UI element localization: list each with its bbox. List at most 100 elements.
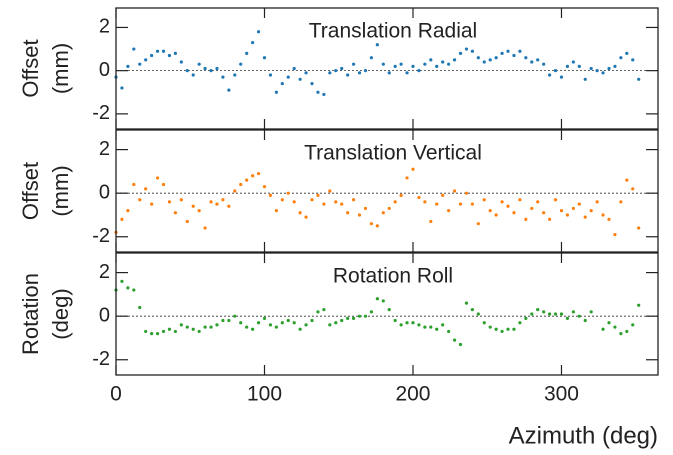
point	[464, 301, 469, 305]
point	[393, 64, 397, 68]
point	[203, 66, 207, 71]
point	[167, 200, 172, 204]
plot-frame	[115, 7, 659, 130]
point	[346, 73, 350, 77]
point	[363, 314, 368, 318]
point	[512, 211, 516, 215]
panel-title: Rotation Roll	[333, 265, 453, 288]
point	[435, 327, 439, 331]
point	[476, 312, 480, 316]
point	[405, 71, 409, 75]
point	[262, 56, 267, 60]
y-axis-label: Rotation	[18, 273, 43, 355]
point	[494, 213, 498, 217]
point	[334, 321, 338, 325]
point	[215, 323, 219, 327]
point	[316, 193, 320, 197]
point	[393, 200, 397, 204]
point	[126, 286, 130, 290]
point	[452, 189, 457, 193]
point	[251, 327, 255, 331]
point	[565, 316, 570, 320]
point	[262, 185, 267, 189]
point	[233, 189, 237, 193]
point	[310, 318, 314, 323]
point	[536, 200, 540, 204]
point	[316, 90, 320, 94]
y-tick-label: -2	[92, 102, 110, 124]
point	[429, 58, 433, 62]
point	[530, 206, 534, 211]
point	[161, 182, 166, 187]
point	[631, 187, 635, 191]
point	[399, 62, 403, 66]
point	[482, 60, 486, 64]
point	[429, 219, 433, 224]
plot-frame	[115, 129, 659, 253]
point	[369, 222, 374, 226]
point	[233, 73, 237, 77]
point	[589, 310, 593, 314]
point	[375, 224, 379, 228]
point	[518, 198, 522, 202]
point	[607, 66, 611, 71]
point	[138, 305, 142, 310]
point	[441, 323, 445, 327]
point	[203, 325, 207, 329]
point	[334, 200, 338, 204]
point	[583, 77, 587, 81]
x-axis-label: Azimuth (deg)	[509, 422, 658, 449]
point	[310, 198, 314, 202]
point	[524, 56, 528, 60]
point	[488, 325, 492, 329]
point	[447, 209, 451, 213]
point	[161, 49, 166, 53]
point	[530, 312, 534, 316]
point	[357, 314, 362, 318]
point	[209, 69, 213, 73]
point	[619, 56, 623, 60]
point	[346, 316, 350, 320]
point	[524, 217, 528, 221]
point	[191, 73, 195, 77]
point	[292, 321, 296, 325]
point	[173, 51, 177, 55]
point	[512, 53, 516, 58]
point	[595, 200, 599, 204]
point	[553, 312, 558, 316]
point	[298, 211, 302, 215]
point	[607, 321, 611, 325]
point	[447, 62, 451, 66]
point	[524, 316, 528, 320]
point	[328, 189, 332, 193]
point	[518, 321, 522, 325]
point	[179, 198, 183, 202]
point	[488, 58, 492, 62]
point	[607, 217, 611, 221]
point	[268, 73, 273, 77]
point	[363, 69, 368, 73]
point	[256, 30, 261, 34]
point	[155, 49, 160, 53]
point	[179, 323, 183, 327]
point	[286, 191, 290, 195]
point	[482, 321, 486, 325]
point	[363, 206, 368, 211]
point	[340, 66, 344, 71]
point	[387, 206, 391, 211]
point	[126, 64, 130, 68]
point	[120, 279, 124, 283]
point	[589, 209, 593, 213]
point	[417, 195, 421, 200]
point	[637, 77, 641, 81]
point	[197, 329, 201, 334]
point	[399, 193, 403, 197]
point	[542, 310, 546, 314]
point	[120, 86, 124, 90]
point	[322, 92, 326, 97]
point	[351, 62, 356, 66]
point	[411, 321, 415, 325]
point	[411, 167, 415, 171]
point	[185, 325, 189, 329]
